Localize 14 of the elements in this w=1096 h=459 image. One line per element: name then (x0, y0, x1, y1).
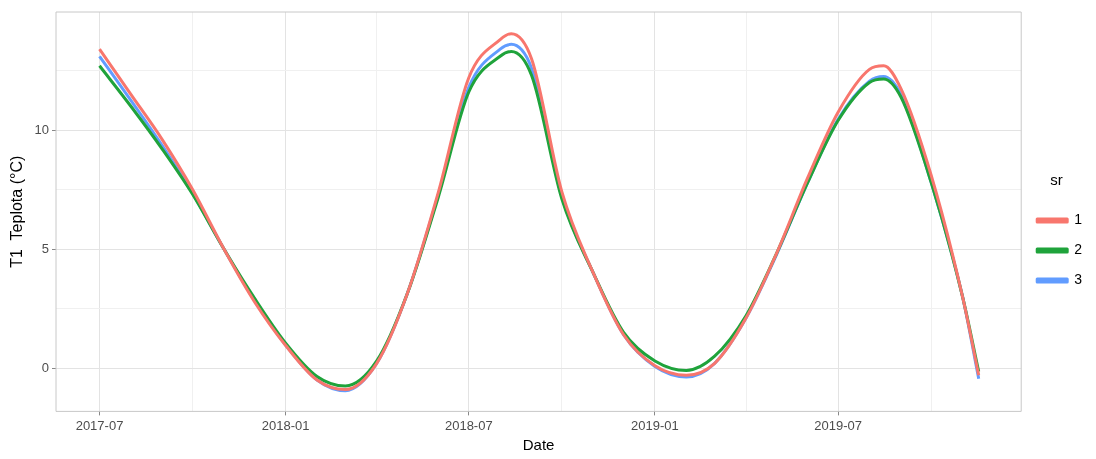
y-axis-title: T1 Teplota (°C) (8, 155, 26, 268)
x-tick-label: 2017-07 (75, 417, 124, 433)
x-axis-title: Date (522, 436, 555, 454)
x-tick-label: 2019-07 (814, 417, 862, 433)
x-tick-label: 2019-01 (631, 417, 679, 433)
legend-label: 3 (1074, 271, 1083, 288)
y-tick-label: 0 (41, 359, 49, 375)
x-tick-label: 2018-01 (261, 417, 310, 433)
legend-title: sr (1050, 171, 1063, 189)
legend-label: 2 (1074, 241, 1083, 258)
y-tick-label: 5 (41, 240, 49, 256)
x-tick-label: 2018-07 (444, 417, 493, 433)
legend-label: 1 (1074, 211, 1083, 228)
y-tick-label: 10 (34, 121, 49, 137)
